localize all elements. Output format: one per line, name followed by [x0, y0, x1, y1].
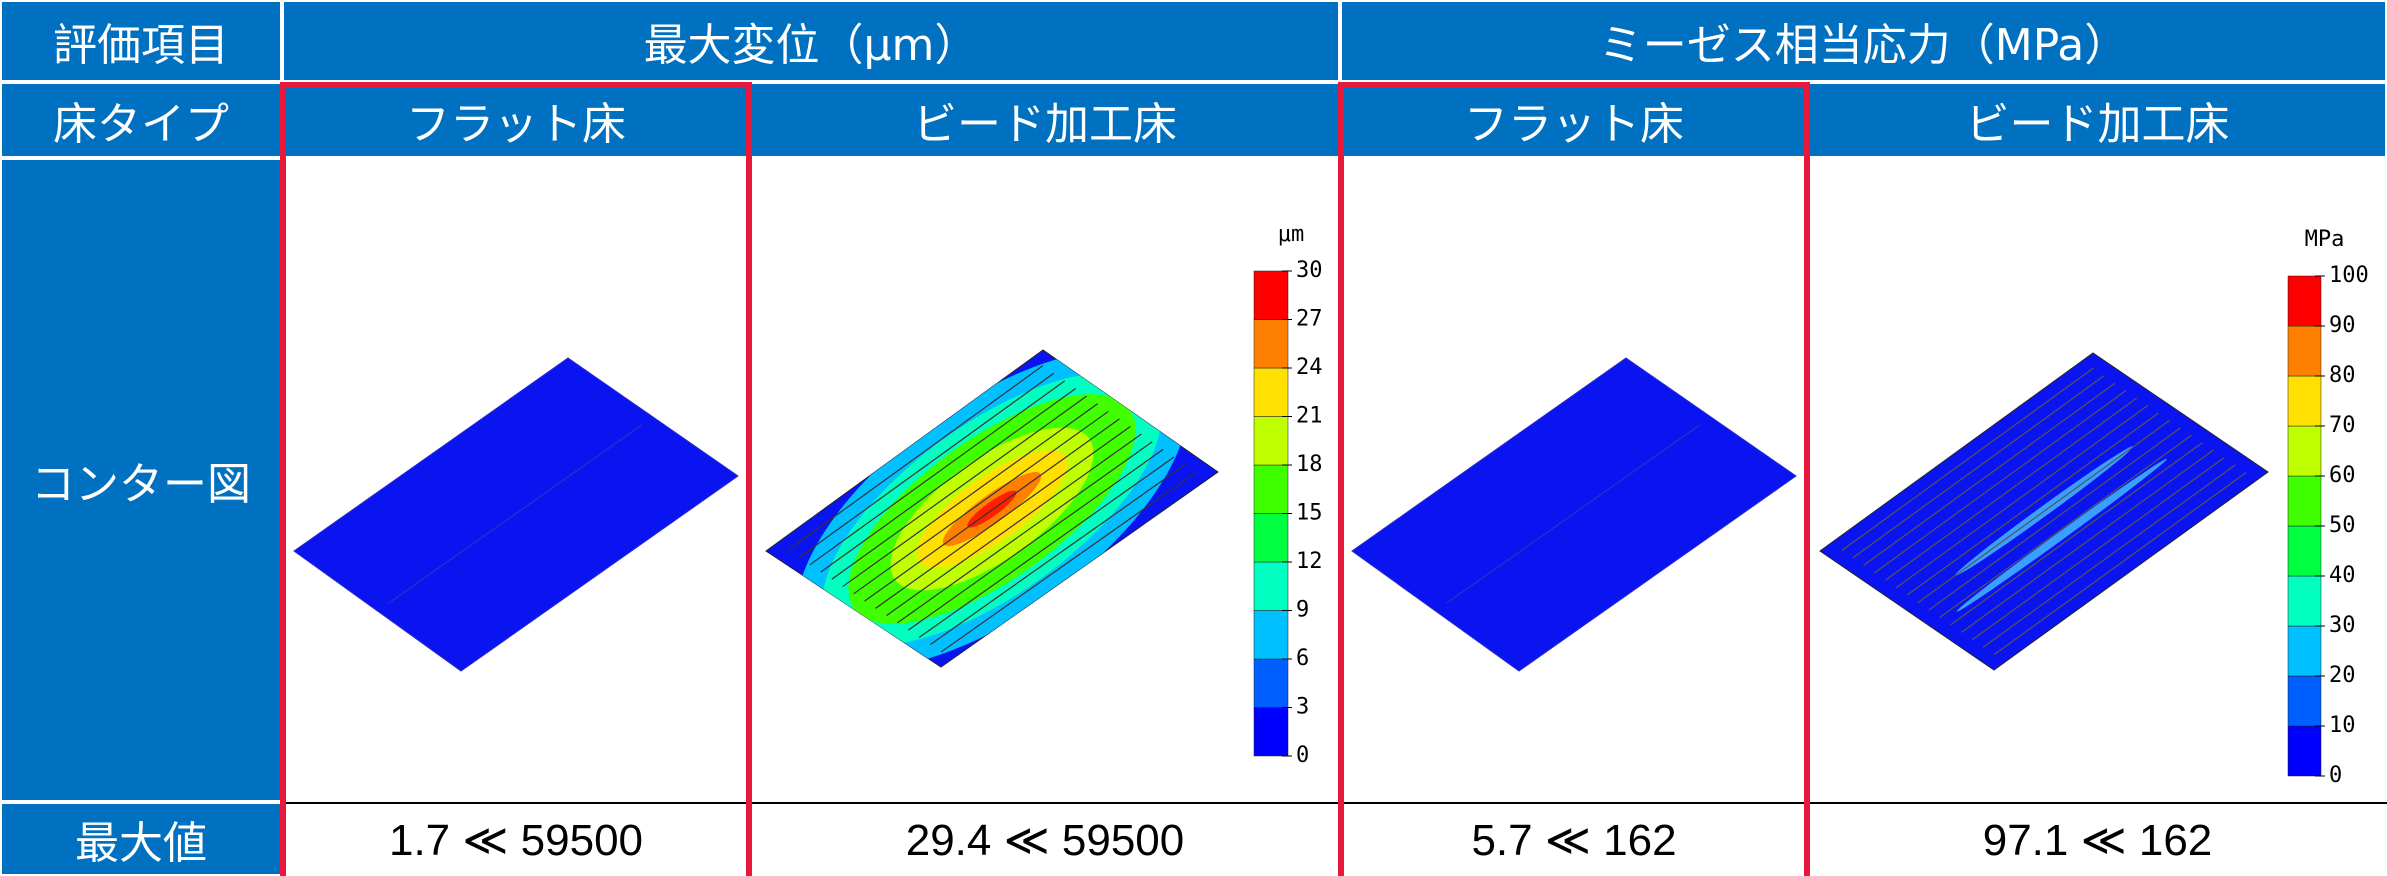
colorbar-tick-label: 80	[2329, 363, 2356, 388]
colorbar-segment	[1254, 320, 1288, 369]
colorbar-segment	[2288, 326, 2321, 376]
colorbar-tick-label: 0	[2329, 763, 2342, 788]
colorbar-tick-label: 40	[2329, 563, 2356, 588]
page: 評価項目 最大変位（μm） ミーゼス相当応力（MPa） 床タイプ フラット床 ビ…	[0, 0, 2387, 876]
colorbar-segment	[2288, 626, 2321, 676]
highlight-box	[1338, 82, 1810, 876]
colorbar-segment	[2288, 526, 2321, 576]
colorbar-tick-label: 27	[1296, 307, 1323, 332]
colorbar-segment	[1254, 271, 1288, 320]
colorbar-segment	[2288, 576, 2321, 626]
colorbar-segment	[2288, 476, 2321, 526]
colorbar-segment	[1254, 465, 1288, 514]
colorbar-tick-label: 50	[2329, 513, 2356, 538]
colorbar-unit: μm	[1278, 222, 1305, 247]
colorbar-segment	[2288, 276, 2321, 326]
colorbar-tick-label: 90	[2329, 313, 2356, 338]
colorbar-tick-label: 24	[1296, 355, 1323, 380]
colorbar-tick-label: 6	[1296, 646, 1309, 671]
colorbar-tick-label: 30	[1296, 258, 1323, 283]
colorbar-tick-label: 30	[2329, 613, 2356, 638]
colorbar-segment	[1254, 659, 1288, 708]
colorbar-segment	[1254, 611, 1288, 660]
colorbar-segment	[1254, 514, 1288, 563]
colorbar-tick-label: 9	[1296, 598, 1309, 623]
colorbar-segment	[2288, 426, 2321, 476]
colorbar-segment	[2288, 726, 2321, 776]
colorbar-tick-label: 60	[2329, 463, 2356, 488]
colorbar-segment	[1254, 417, 1288, 466]
colorbar-tick-label: 100	[2329, 263, 2369, 288]
colorbar-tick-label: 0	[1296, 743, 1309, 768]
colorbar-segment	[2288, 376, 2321, 426]
colorbar-tick-label: 3	[1296, 695, 1309, 720]
highlight-box	[280, 82, 752, 876]
colorbar-tick-label: 21	[1296, 404, 1323, 429]
colorbar-tick-label: 20	[2329, 663, 2356, 688]
colorbar-unit: MPa	[2305, 227, 2345, 252]
colorbar-tick-label: 12	[1296, 549, 1323, 574]
colorbar-segment	[2288, 676, 2321, 726]
colorbar-tick-label: 70	[2329, 413, 2356, 438]
colorbar-segment	[1254, 368, 1288, 417]
colorbar-tick-label: 10	[2329, 713, 2356, 738]
colorbar-segment	[1254, 708, 1288, 757]
colorbar-segment	[1254, 562, 1288, 611]
colorbar-tick-label: 18	[1296, 452, 1323, 477]
colorbar-tick-label: 15	[1296, 501, 1323, 526]
